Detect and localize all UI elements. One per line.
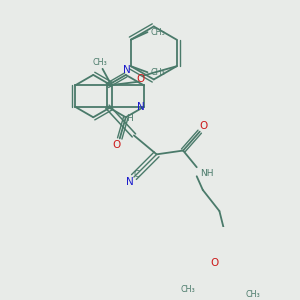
Text: NH: NH — [200, 169, 213, 178]
Text: CH₃: CH₃ — [151, 28, 165, 37]
Text: C: C — [134, 169, 140, 178]
Text: O: O — [112, 140, 121, 149]
Text: N: N — [125, 177, 133, 187]
Text: O: O — [137, 74, 145, 84]
Text: CH₃: CH₃ — [181, 285, 195, 294]
Text: CH₃: CH₃ — [92, 58, 107, 67]
Text: N: N — [123, 64, 130, 75]
Text: CH₃: CH₃ — [151, 68, 165, 77]
Text: O: O — [200, 121, 208, 130]
Text: O: O — [211, 257, 219, 268]
Text: CH₃: CH₃ — [245, 290, 260, 299]
Text: H: H — [126, 113, 133, 122]
Text: N: N — [137, 102, 145, 112]
